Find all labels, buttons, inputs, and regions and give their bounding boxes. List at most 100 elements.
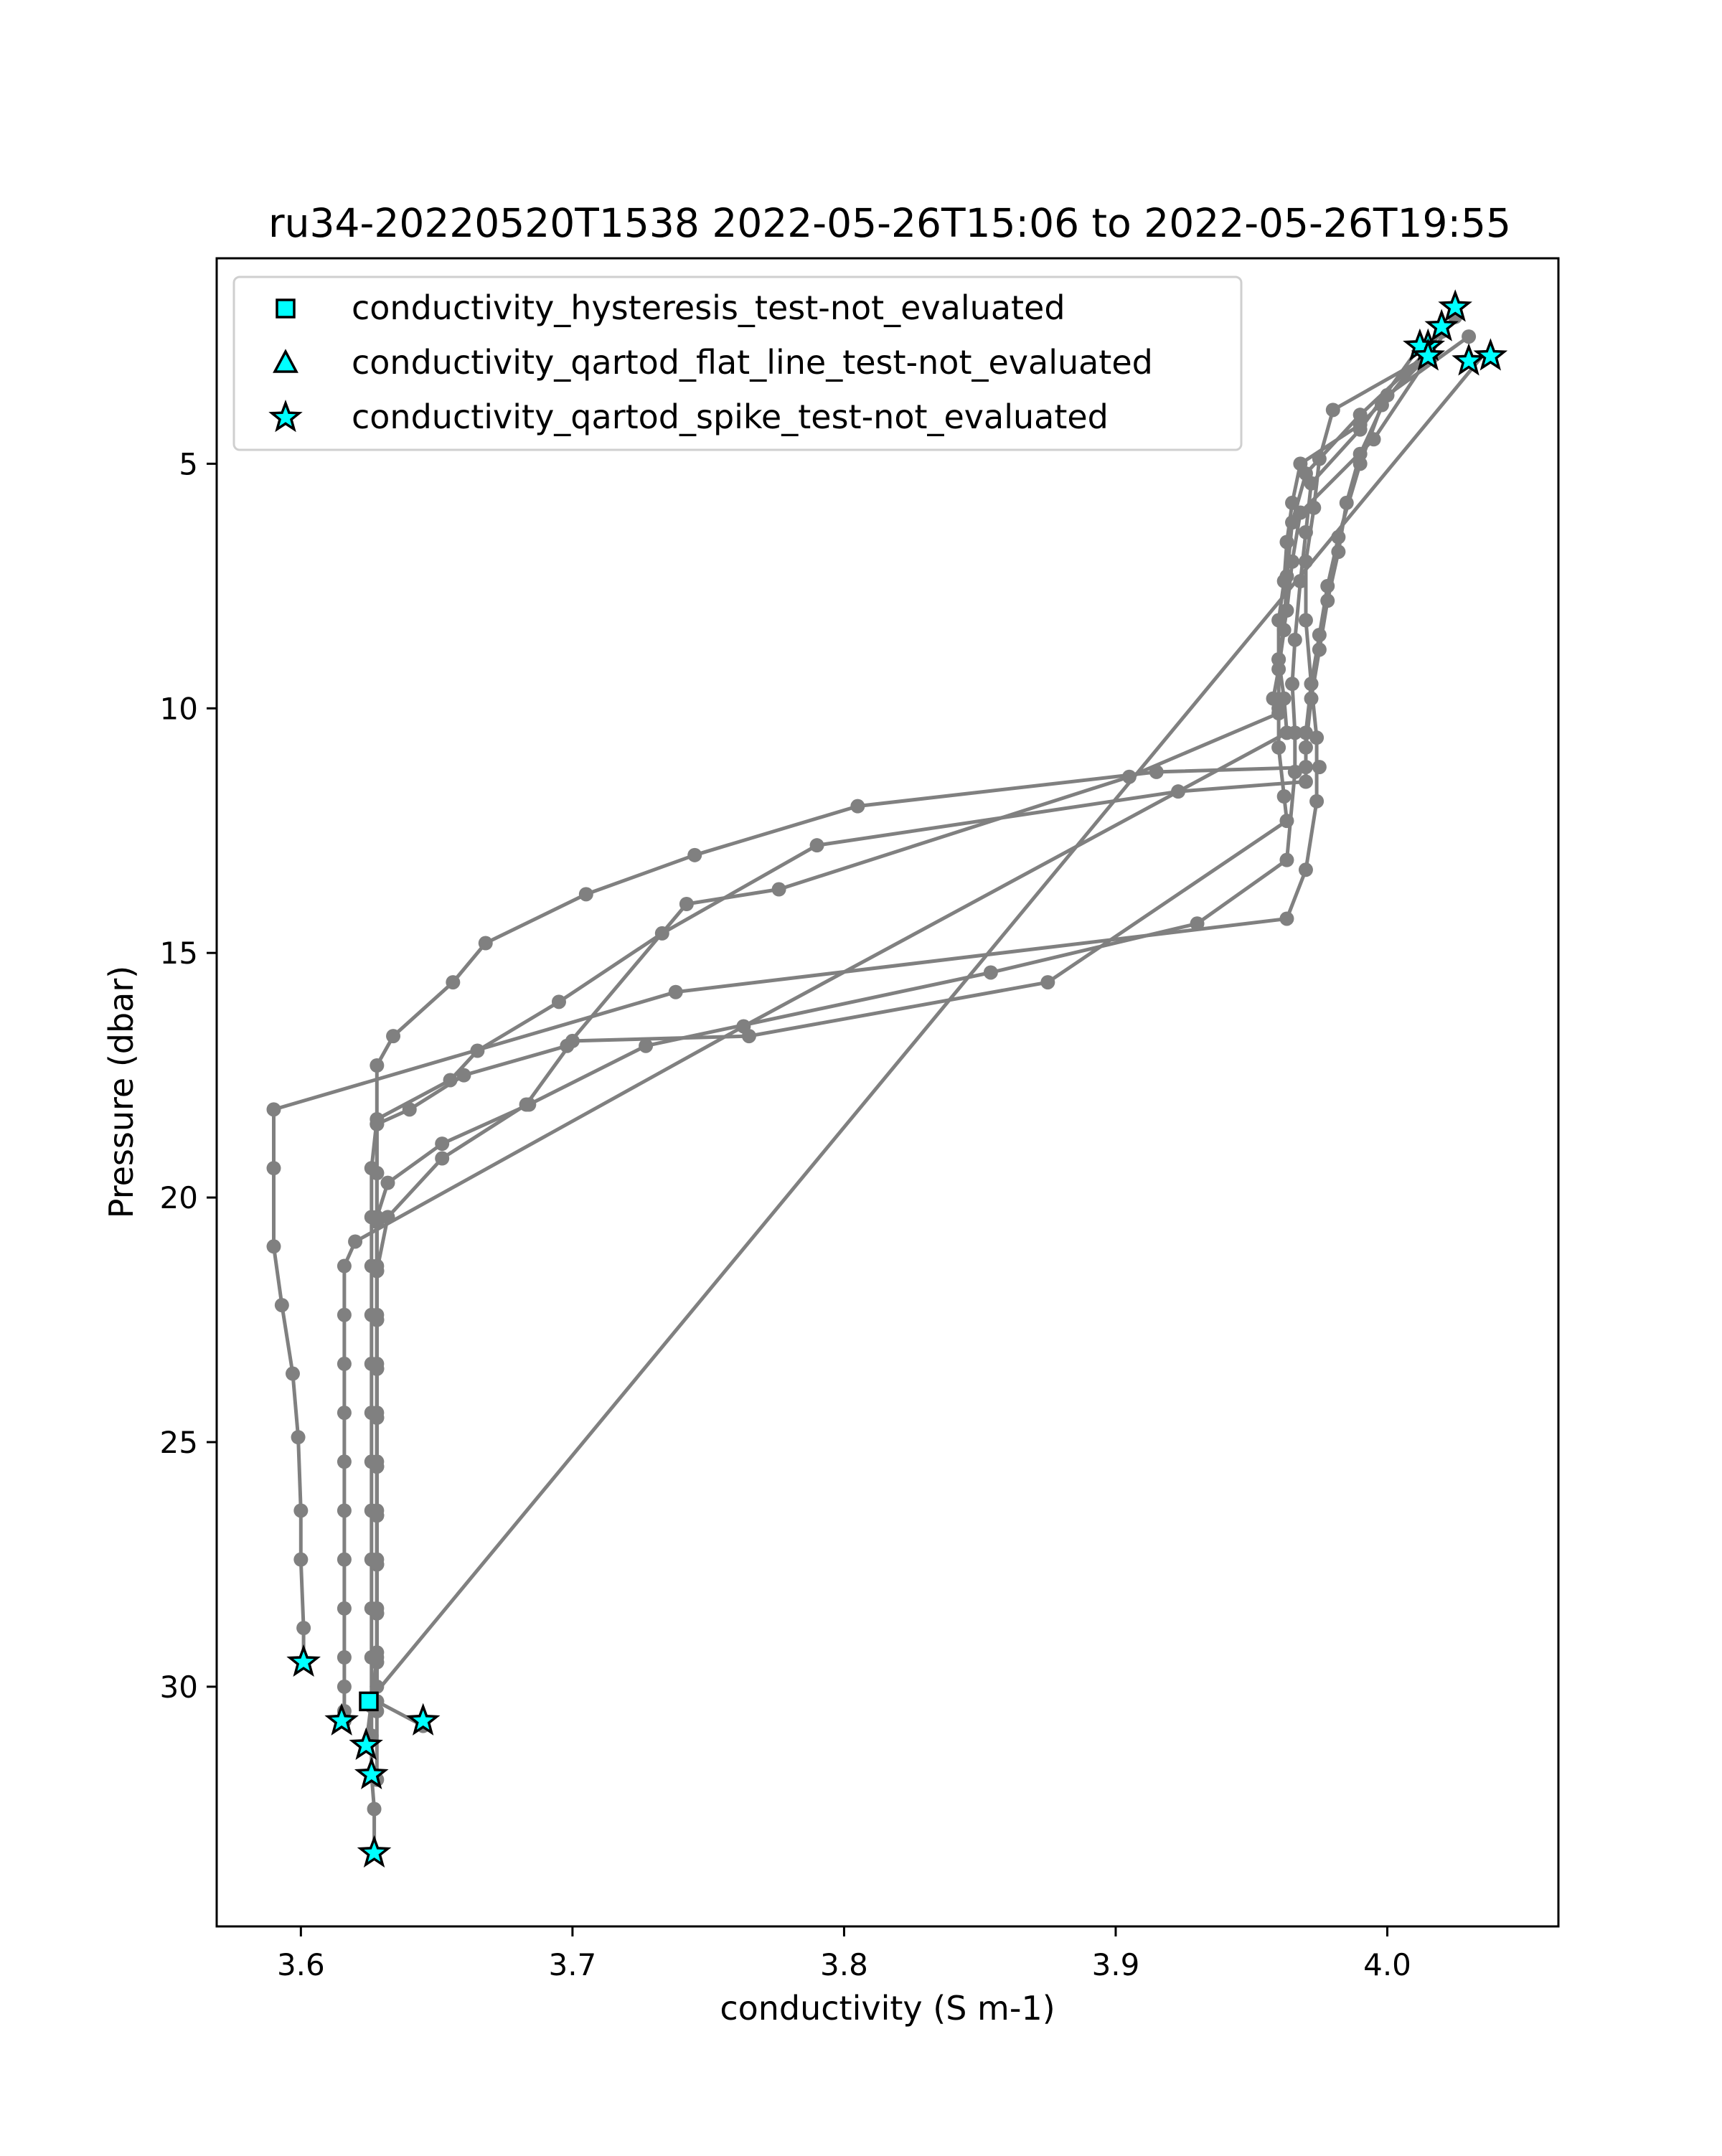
data-point [337, 1552, 352, 1567]
data-point [687, 847, 702, 862]
data-point [348, 1234, 363, 1249]
data-point [1279, 603, 1294, 618]
data-point [1298, 613, 1313, 628]
data-point [370, 1356, 385, 1371]
legend-label: conductivity_hysteresis_test-not_evaluat… [352, 288, 1065, 327]
data-point [370, 1166, 385, 1180]
y-tick-label: 15 [160, 936, 198, 971]
data-point [1298, 774, 1313, 789]
data-point [456, 1068, 471, 1083]
data-point [274, 1298, 289, 1313]
data-point [1312, 642, 1327, 657]
star-flag-marker [349, 1727, 383, 1760]
data-point [370, 1258, 385, 1274]
profile-line [272, 354, 1429, 1662]
data-point [337, 1679, 352, 1694]
data-point [1287, 725, 1302, 740]
data-point [337, 1307, 352, 1322]
data-point [1040, 975, 1055, 990]
data-point [679, 897, 694, 911]
data-point [291, 1430, 306, 1445]
data-point [337, 1601, 352, 1616]
data-point [285, 1366, 300, 1381]
data-point [1293, 505, 1308, 520]
data-point [522, 1097, 537, 1112]
x-axis-label: conductivity (S m-1) [720, 1989, 1055, 2028]
data-point [1312, 760, 1327, 775]
star-flag-marker [1438, 289, 1472, 322]
y-tick-label: 5 [179, 446, 198, 481]
star-flag-marker [405, 1703, 441, 1736]
data-point [370, 1210, 385, 1225]
legend: conductivity_hysteresis_test-not_evaluat… [232, 276, 1243, 451]
y-axis-label: Pressure (dbar) [102, 966, 141, 1218]
data-point [639, 1038, 654, 1053]
data-point [1276, 574, 1292, 588]
data-point [1287, 632, 1302, 647]
data-point [380, 1175, 395, 1190]
data-point [337, 1406, 352, 1421]
data-point [370, 1307, 385, 1322]
data-point [370, 1601, 385, 1616]
data-point [1285, 554, 1300, 569]
data-point [402, 1102, 417, 1117]
data-point [435, 1136, 450, 1152]
data-point [1339, 495, 1354, 510]
data-point [1312, 451, 1327, 466]
star-flag-marker [1452, 343, 1486, 376]
connector-line [367, 354, 1484, 1703]
data-point [1325, 403, 1340, 418]
legend-square-marker [276, 298, 296, 319]
y-tick-label: 20 [160, 1180, 198, 1215]
data-point [370, 1454, 385, 1469]
data-point [1285, 677, 1300, 692]
data-point [266, 1239, 281, 1254]
data-point [337, 1356, 352, 1371]
star-flag-marker [1424, 309, 1459, 342]
data-point [337, 1650, 352, 1665]
square-flag-marker [359, 1691, 379, 1712]
chart-title: ru34-20220520T1538 2022-05-26T15:06 to 2… [268, 200, 1511, 246]
data-point [1298, 862, 1313, 877]
data-point [370, 1503, 385, 1518]
data-point [370, 1058, 385, 1073]
data-point [578, 887, 593, 902]
data-point [435, 1151, 450, 1166]
data-point [293, 1552, 309, 1567]
data-point [565, 1033, 580, 1048]
star-flag-marker [1411, 338, 1446, 371]
data-point [1462, 329, 1477, 344]
data-point [1320, 593, 1335, 608]
data-point [983, 965, 998, 980]
legend-star-marker [268, 399, 303, 433]
data-point [266, 1102, 281, 1117]
y-tick-label: 10 [160, 691, 198, 726]
star-flag-marker [357, 1835, 392, 1868]
data-point [478, 936, 493, 951]
x-tick-label: 3.6 [277, 1947, 325, 1982]
data-point [1276, 691, 1292, 706]
data-point [1298, 740, 1313, 755]
data-point [386, 1029, 401, 1044]
y-tick-label: 30 [160, 1670, 198, 1705]
data-point [296, 1621, 311, 1636]
legend-label: conductivity_qartod_flat_line_test-not_e… [352, 343, 1153, 382]
x-tick-label: 4.0 [1363, 1947, 1411, 1982]
data-point [1352, 422, 1368, 437]
data-point [1190, 916, 1205, 931]
legend-box [232, 276, 1243, 451]
data-point [1307, 500, 1322, 515]
x-tick-label: 3.9 [1092, 1947, 1140, 1982]
data-point [1331, 545, 1346, 560]
data-point [1271, 740, 1286, 755]
star-flag-marker [1473, 338, 1508, 371]
x-tick-label: 3.7 [548, 1947, 596, 1982]
data-point [443, 1073, 458, 1088]
data-point [370, 1650, 385, 1665]
star-flag-marker [286, 1644, 321, 1677]
data-point [367, 1802, 382, 1817]
data-point [1276, 789, 1292, 804]
data-point [1293, 456, 1308, 471]
data-point [809, 838, 824, 853]
